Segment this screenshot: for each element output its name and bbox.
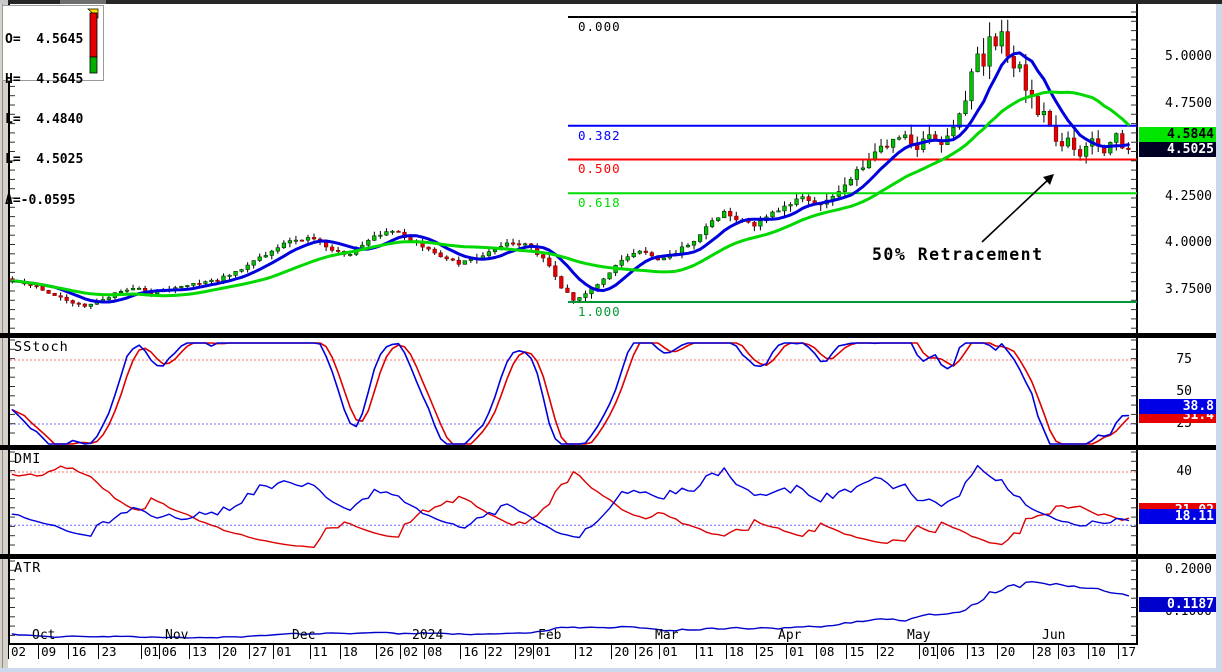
date-tick: 26 [635,645,662,659]
panel-title-atr: ATR [14,560,42,576]
window-right-edge [1216,4,1222,672]
slow-ma-line [10,90,1130,298]
atr-line [11,581,1130,639]
date-tick: 18 [725,645,753,659]
fib-label-0: 0.000 [578,19,621,34]
date-tick: 01 [786,645,813,659]
date-tick: 01 [918,645,946,659]
price-badge-last: 4.5025 [1139,142,1218,157]
date-tick: 25 [756,645,783,659]
atr-axis-label: 0.2000 [1165,562,1212,577]
date-tick: 16 [68,645,95,659]
date-tick: 13 [967,645,994,659]
fib-label-618: 0.618 [578,195,621,211]
date-tick: 16 [460,645,487,659]
date-tick: 06 [936,645,964,659]
quote-high: H= 4.5645 [5,72,84,88]
date-tick: 09 [38,645,65,659]
candlesticks [10,19,1131,309]
retracement-annotation: 50% Retracement [872,245,1044,264]
stoch-percent-k [11,342,1130,445]
price-badge-ma: 4.5844 [1139,126,1218,142]
stoch-badge-percent-k: 38.8 [1139,398,1218,414]
quote-change: Δ=-0.0595 [5,192,76,208]
stoch-axis-label: 50 [1176,384,1192,399]
price-axis-label: 5.0000 [1165,49,1212,64]
stoch-axis-label: 75 [1176,352,1192,367]
date-tick: 20 [997,645,1024,659]
month-label: 2024 [412,628,444,643]
month-label: Dec [292,628,316,643]
date-tick: 02 [8,645,35,659]
fib-label-500: 0.500 [578,161,621,177]
dmi-axis-label: 40 [1176,464,1192,479]
date-tick: 27 [249,645,276,659]
price-axis-label: 4.2500 [1165,188,1212,204]
date-tick: 01 [659,645,686,659]
date-tick: 20 [611,645,638,659]
date-tick: 06 [158,645,186,659]
window-bottom-edge [0,668,1222,672]
fast-ma-line [10,51,1130,304]
month-label: Feb [538,628,562,643]
date-tick: 18 [339,645,367,659]
month-label: Apr [778,628,802,643]
price-axis-label: 4.0000 [1165,235,1212,250]
month-label: Jun [1042,628,1066,643]
month-label: Mar [655,628,679,643]
quote-last: L= 4.5025 [5,152,84,168]
date-tick: 28 [1033,645,1060,659]
dmi-badge-plus-di: 18.11 [1139,509,1218,525]
quote-box: O= 4.5645 H= 4.5645 L= 4.4840 L= 4.5025 … [2,5,104,207]
date-tick: 26 [375,645,403,659]
date-tick: 20 [219,645,246,659]
date-tick: 23 [98,645,125,659]
panel-title-dmi: DMI [14,451,42,467]
date-tick: 10 [1087,645,1115,659]
date-tick: 29 [514,645,542,659]
fib-label-1000: 1.000 [578,303,621,319]
date-tick: 22 [484,645,512,659]
date-tick: 11 [309,645,337,659]
quote-open: O= 4.5645 [5,31,84,47]
panel-title-sstoch: SStoch [14,339,69,355]
date-tick: 17 [1117,645,1145,659]
atr-badge: 0.1187 [1139,596,1218,612]
date-tick: 11 [695,645,723,659]
date-tick: 12 [575,645,602,659]
date-tick: 08 [816,645,843,659]
fib-label-382: 0.382 [578,127,621,143]
date-tick: 15 [846,645,873,659]
date-tick: 22 [876,645,904,659]
dmi-minus-di [11,465,1130,548]
current-bar-glyph [87,8,99,74]
date-tick: 01 [532,645,560,659]
annotation-arrow [981,174,1054,243]
date-tick: 01 [273,645,300,659]
stoch-percent-d [11,342,1130,445]
month-label: Oct [32,628,56,643]
price-axis-label: 3.7500 [1165,281,1212,297]
date-tick: 13 [188,645,216,659]
date-tick: 01 [140,645,168,659]
dmi-plus-di [11,464,1130,539]
date-tick: 03 [1057,645,1085,659]
quote-low: L= 4.4840 [5,112,84,128]
month-label: Nov [165,628,189,643]
month-label: May [907,628,931,643]
price-axis-label: 4.7500 [1165,95,1212,111]
date-tick: 08 [424,645,451,659]
date-tick: 02 [400,645,427,659]
